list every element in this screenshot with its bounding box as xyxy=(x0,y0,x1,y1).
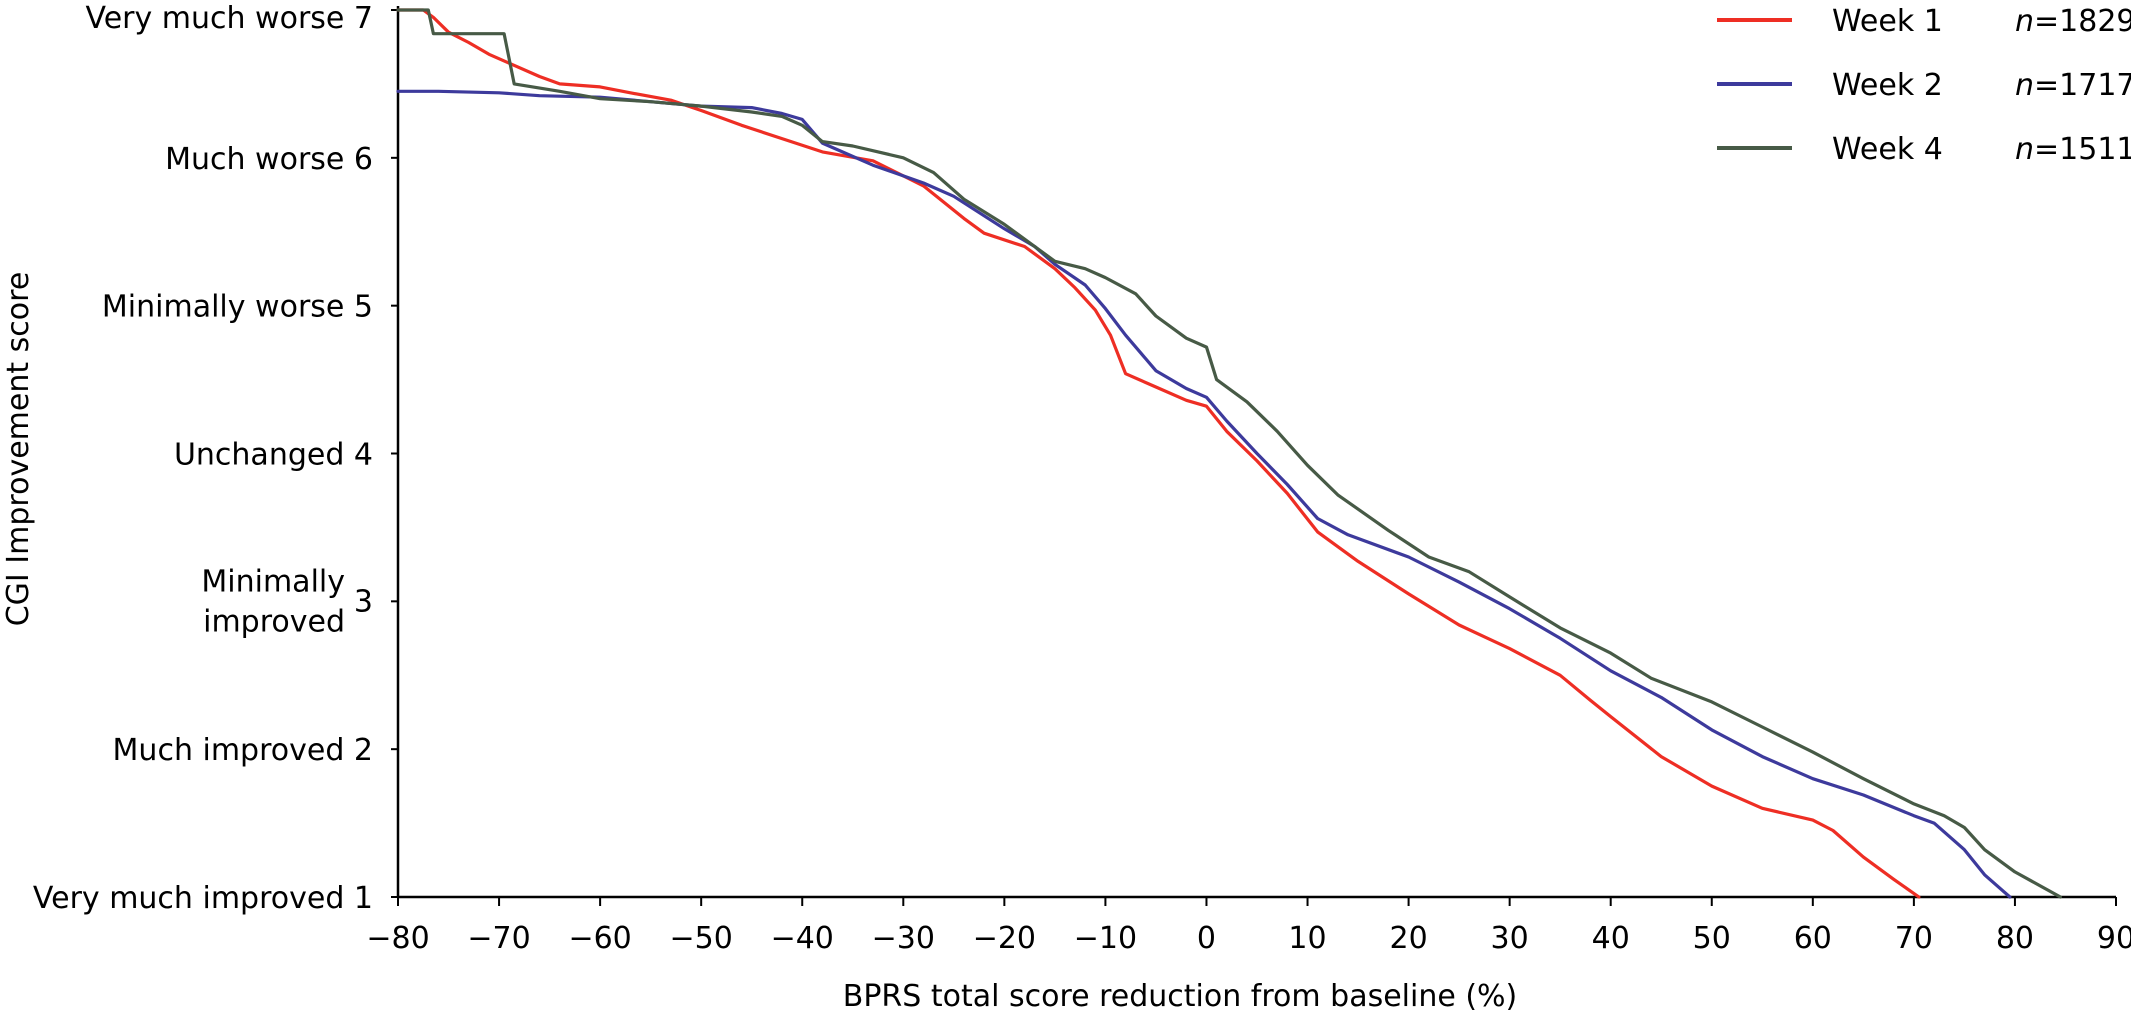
x-tick-label: −20 xyxy=(973,921,1036,956)
x-tick-label: −30 xyxy=(872,921,935,956)
legend-count: n=1829 xyxy=(2015,4,2131,39)
legend-count: n=1717 xyxy=(2015,68,2131,103)
x-tick-label: 30 xyxy=(1491,921,1529,956)
x-tick-label: 10 xyxy=(1288,921,1326,956)
legend: Week 1 n=1829 Week 2 n=1717 Week 4 n=1511 xyxy=(1717,4,2131,167)
x-tick-label: 90 xyxy=(2097,921,2131,956)
x-tick-label: 20 xyxy=(1389,921,1427,956)
x-tick-label: 80 xyxy=(1996,921,2034,956)
series-line-week-4 xyxy=(396,8,2062,899)
series-lines xyxy=(396,8,2062,899)
x-tick-label: −10 xyxy=(1074,921,1137,956)
x-tick-label: −40 xyxy=(771,921,834,956)
legend-label: Week 2 xyxy=(1832,68,1943,103)
x-tick-label: 70 xyxy=(1895,921,1933,956)
x-tick-label: 60 xyxy=(1794,921,1832,956)
x-tick-label: −70 xyxy=(467,921,530,956)
x-tick-label: 40 xyxy=(1592,921,1630,956)
y-tick-label: Much worse 6 xyxy=(165,142,373,177)
x-tick-label: 0 xyxy=(1197,921,1216,956)
series-line-week-2 xyxy=(396,89,2012,899)
legend-count: n=1511 xyxy=(2015,132,2131,167)
y-tick-label: Much improved 2 xyxy=(113,733,373,768)
y-tick-label: Minimally worse 5 xyxy=(102,290,373,325)
y-tick-label: Unchanged 4 xyxy=(174,438,373,473)
x-tick-label: −60 xyxy=(568,921,631,956)
x-axis-ticks: −80 −70 −60 −50 −40 −30 −20 −10 0 10 20 30 40 50 60 70 8… xyxy=(366,897,2131,956)
series-line-week-1 xyxy=(396,8,1921,899)
y-tick-number: 3 xyxy=(354,584,373,619)
x-axis-title: BPRS total score reduction from baseline… xyxy=(843,979,1518,1014)
x-tick-label: 50 xyxy=(1693,921,1731,956)
y-axis-title: CGI Improvement score xyxy=(1,272,36,627)
x-tick-label: −50 xyxy=(670,921,733,956)
x-tick-label: −80 xyxy=(366,921,429,956)
y-axis-labels: Very much worse 7 Much worse 6 Minimally w… xyxy=(33,1,373,916)
y-tick-label: improved xyxy=(203,604,345,639)
y-tick-label: Very much worse 7 xyxy=(86,1,374,36)
y-tick-label: Minimally xyxy=(201,564,345,599)
legend-label: Week 1 xyxy=(1832,4,1943,39)
legend-label: Week 4 xyxy=(1832,132,1943,167)
axes xyxy=(391,6,2116,899)
y-tick-label: Very much improved 1 xyxy=(33,881,373,916)
